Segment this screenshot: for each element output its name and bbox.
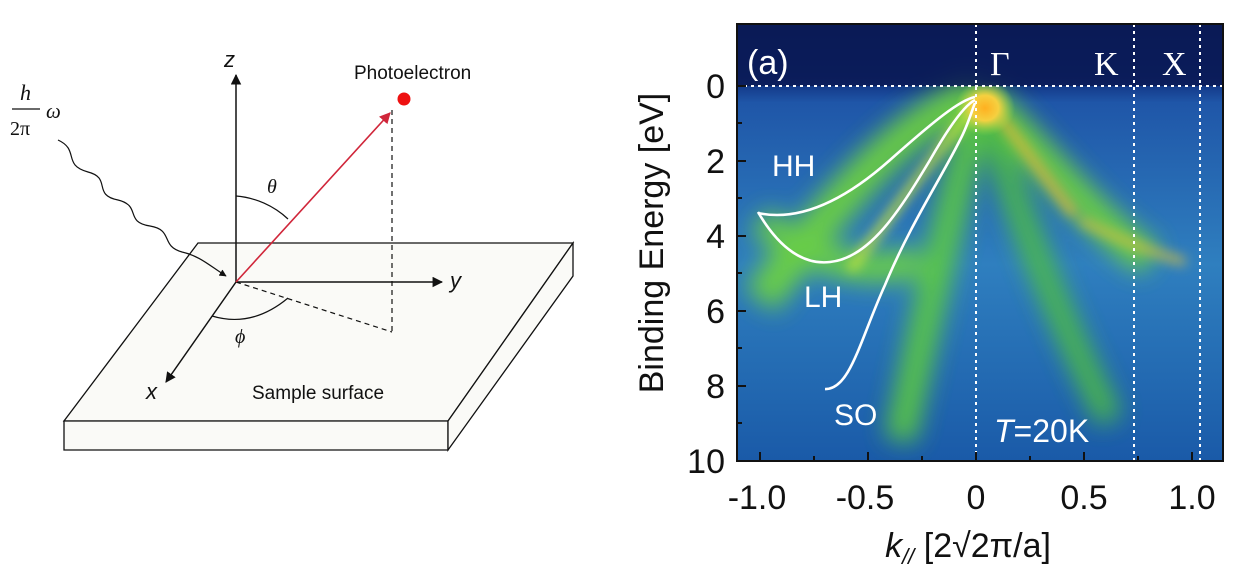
x-axis-title: k// [2√2π/a] <box>885 527 1051 569</box>
energy-omega: ω <box>46 99 61 123</box>
y-tick-label: 8 <box>706 368 725 406</box>
theta-arc <box>235 195 289 220</box>
x-tick-label: -0.5 <box>836 479 895 517</box>
x-tick-label: -1.0 <box>728 479 787 517</box>
y-axis-title: Binding Energy [eV] <box>633 93 671 394</box>
photoemission-diagram: h 2π ω z y x θ ϕ Photoelectron Sample su… <box>10 47 575 453</box>
x-axis <box>165 281 237 383</box>
photoelectron-label: Photoelectron <box>354 63 471 84</box>
energy-denominator: 2π <box>10 118 30 140</box>
y-tick-label: 2 <box>706 143 725 181</box>
y-tick-label: 4 <box>706 218 725 256</box>
slab-front-face <box>63 420 449 451</box>
y-tick-label: 10 <box>687 443 725 481</box>
band-label-so: SO <box>834 399 877 432</box>
y-ticks <box>737 85 746 424</box>
photoelectron-emission-arrow <box>235 112 391 283</box>
phi-label: ϕ <box>235 326 245 348</box>
sample-surface-label: Sample surface <box>252 383 384 404</box>
k-point-label: K <box>1094 46 1119 83</box>
panel-label: (a) <box>747 44 789 82</box>
x-tick-label: 0.5 <box>1060 479 1107 517</box>
y-tick-label: 6 <box>706 293 725 331</box>
lh-curve <box>756 98 976 264</box>
arpes-map: (a) Γ K X HH LH SO T=20K 0 2 4 6 8 10 <box>633 23 1224 569</box>
hh-curve <box>757 95 976 217</box>
slab-side-face <box>447 240 574 453</box>
gamma-point-label: Γ <box>990 46 1010 83</box>
phi-arc <box>211 297 289 321</box>
temperature-label: T=20K <box>994 413 1089 449</box>
temperature-symbol: T <box>994 413 1016 449</box>
sample-slab <box>62 240 575 453</box>
band-label-hh: HH <box>772 150 815 183</box>
incoming-photon-wave <box>57 139 227 277</box>
x-axis-label: x <box>145 379 158 404</box>
fit-curves <box>756 95 977 391</box>
x-ticks <box>759 452 1193 461</box>
x-axis-units: [2√2π/a] <box>914 527 1051 565</box>
temperature-value: =20K <box>1014 413 1090 449</box>
energy-numerator: h <box>20 80 31 105</box>
x-tick-label: 0 <box>967 479 986 517</box>
y-tick-label: 0 <box>706 68 725 106</box>
y-axis-label: y <box>448 268 463 293</box>
x-axis-k: k <box>885 527 904 565</box>
z-axis-label: z <box>223 47 235 72</box>
projection-in-plane <box>235 281 393 333</box>
x-axis-subscript: // <box>900 544 916 569</box>
gamma-peak-intensity <box>955 80 1015 136</box>
photoelectron-dot <box>397 92 411 106</box>
plot-frame <box>736 23 1224 462</box>
x-point-label: X <box>1162 46 1187 83</box>
x-tick-label: 1.0 <box>1168 479 1215 517</box>
reference-lines <box>737 24 1223 461</box>
band-label-lh: LH <box>804 281 842 314</box>
so-curve <box>824 102 977 391</box>
theta-label: θ <box>267 176 277 198</box>
above-fermi-region <box>737 24 1223 86</box>
